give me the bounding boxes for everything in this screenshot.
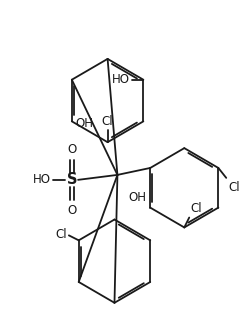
Text: OH: OH	[128, 191, 146, 204]
Text: HO: HO	[32, 173, 51, 186]
Text: Cl: Cl	[55, 228, 67, 241]
Text: HO: HO	[112, 73, 130, 86]
Text: OH: OH	[76, 117, 94, 130]
Text: Cl: Cl	[190, 202, 202, 214]
Text: Cl: Cl	[102, 115, 113, 128]
Text: O: O	[68, 143, 77, 156]
Text: S: S	[67, 172, 77, 187]
Text: Cl: Cl	[228, 181, 240, 194]
Text: O: O	[68, 204, 77, 217]
